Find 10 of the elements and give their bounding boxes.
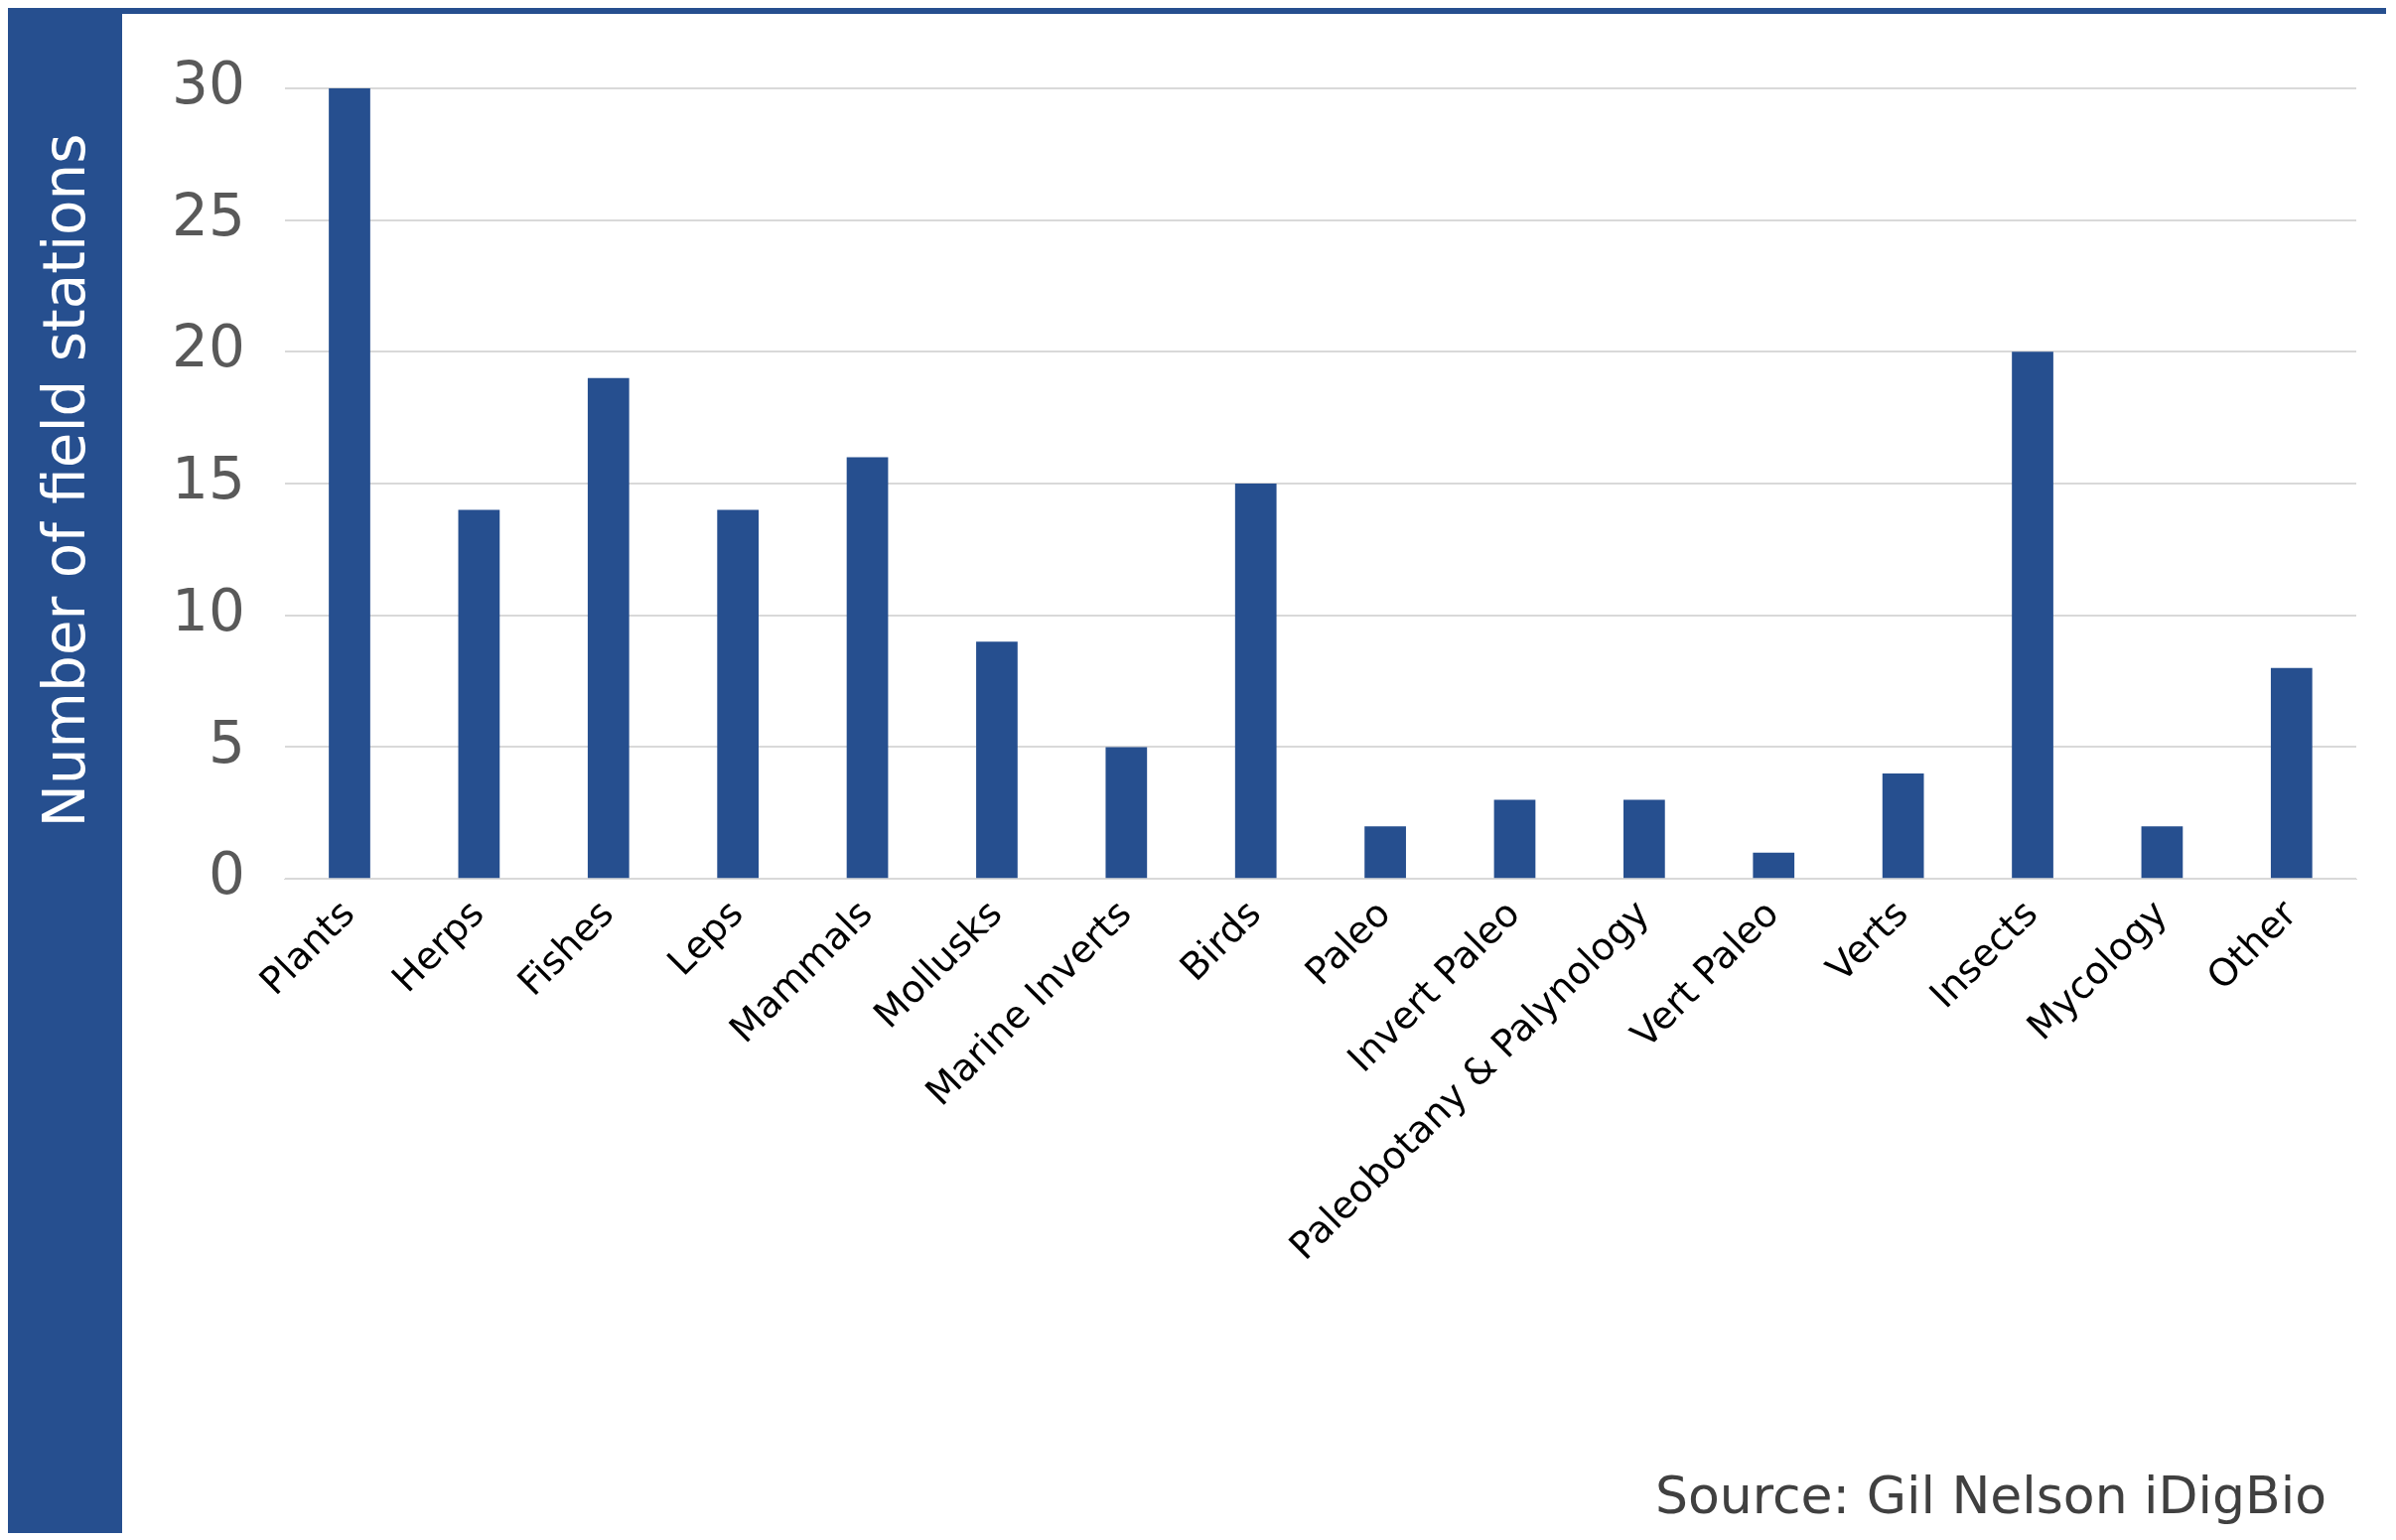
y-tick-label: 25 [171,181,245,249]
y-axis-title: Number of field stations [31,133,98,828]
y-tick-label: 15 [171,445,245,513]
y-tick-label: 10 [171,576,245,644]
y-tick-label: 0 [208,840,245,909]
y-tick-label: 20 [171,313,245,381]
side-panel: Number of field stations [8,14,122,1533]
y-tick-label: 30 [171,49,245,117]
y-tick-label: 5 [208,708,245,776]
source-note: Source: Gil Nelson iDigBio [1655,1466,2326,1525]
